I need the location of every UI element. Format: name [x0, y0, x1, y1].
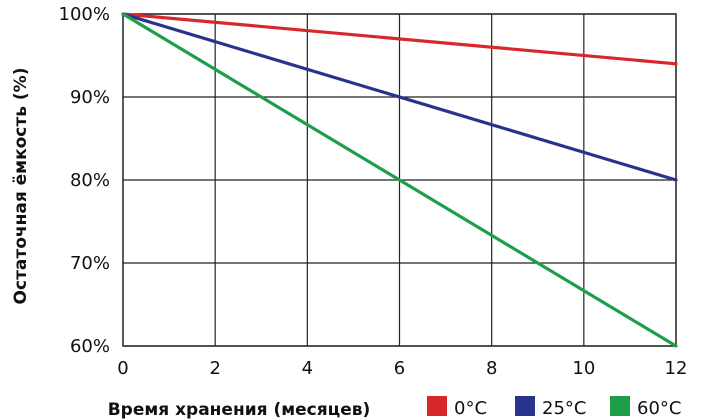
series-line	[121, 12, 678, 348]
legend-item: 25°C	[515, 396, 586, 419]
x-tick-label: 6	[394, 358, 405, 379]
legend-swatch	[515, 396, 535, 416]
series-line	[121, 12, 678, 182]
y-tick-label: 70%	[70, 253, 110, 274]
y-axis-title: Остаточная ёмкость (%)	[11, 68, 31, 305]
series-line	[121, 12, 678, 66]
x-tick-label: 10	[572, 358, 595, 379]
x-axis-title: Время хранения (месяцев)	[108, 400, 371, 419]
legend-label: 0°C	[454, 398, 487, 419]
x-tick-label: 0	[117, 358, 128, 379]
y-tick-labels: 60% 70% 80% 90% 100%	[59, 4, 110, 357]
y-tick-label: 90%	[70, 87, 110, 108]
series-lines	[121, 12, 678, 348]
legend-swatch	[427, 396, 447, 416]
legend-swatch	[610, 396, 630, 416]
x-tick-label: 8	[486, 358, 497, 379]
y-tick-label: 80%	[70, 170, 110, 191]
legend-label: 60°C	[637, 398, 681, 419]
legend-item: 60°C	[610, 396, 681, 419]
x-tick-label: 2	[209, 358, 220, 379]
legend-label: 25°C	[542, 398, 586, 419]
x-tick-label: 4	[302, 358, 313, 379]
legend: 0°C 25°C 60°C	[427, 396, 681, 419]
x-tick-labels: 0 2 4 6 8 10 12	[117, 358, 687, 379]
y-tick-label: 60%	[70, 336, 110, 357]
x-tick-label: 12	[665, 358, 688, 379]
legend-item: 0°C	[427, 396, 487, 419]
y-tick-label: 100%	[59, 4, 110, 25]
